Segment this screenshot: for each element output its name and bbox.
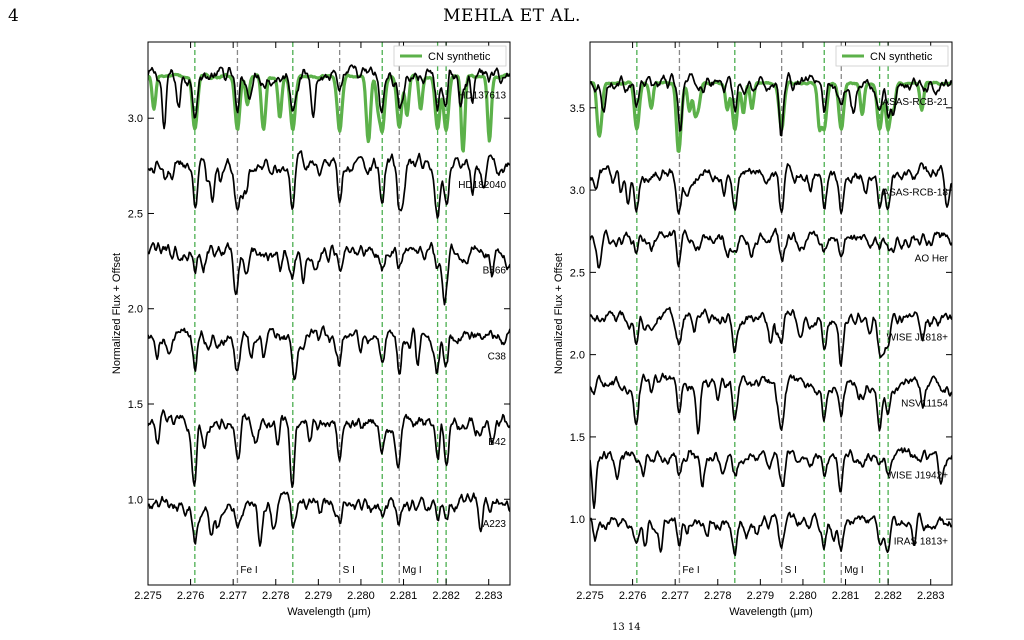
- x-tick-label: 2.275: [576, 590, 604, 602]
- x-tick-label: 2.280: [789, 590, 817, 602]
- x-axis-label: Wavelength (μm): [287, 606, 371, 618]
- x-tick-label: 2.283: [917, 590, 945, 602]
- x-tick-label: 2.276: [619, 590, 647, 602]
- spectrum-line: [590, 447, 952, 510]
- spectrum-line: [148, 150, 510, 219]
- spectrum-panel-1: Fe I S I Mg I HD137613 HD182040 B566 C38 B42 A22…: [111, 41, 511, 618]
- running-head: MEHLA ET AL.: [443, 6, 581, 26]
- x-tick-label: 2.281: [390, 590, 418, 602]
- x-tick-label: 2.281: [832, 590, 860, 602]
- page-header: 4 MEHLA ET AL.: [0, 0, 1024, 40]
- series-label: AO Her: [915, 253, 949, 264]
- y-tick-label: 2.0: [570, 350, 585, 362]
- x-tick-label: 2.278: [262, 590, 290, 602]
- spectrum-line: [590, 72, 952, 137]
- series-label: A223: [483, 519, 507, 530]
- series-label: C38: [488, 351, 507, 362]
- legend-label: CN synthetic: [428, 51, 491, 63]
- x-tick-label: 2.275: [134, 590, 162, 602]
- caption-fragment: 13 14: [612, 622, 641, 633]
- x-tick-label: 2.282: [874, 590, 902, 602]
- plot-frame: [589, 41, 953, 586]
- page-number: 4: [8, 6, 19, 26]
- legend: CN synthetic: [835, 45, 949, 67]
- x-tick-label: 2.277: [219, 590, 247, 602]
- spectrum-line: [148, 64, 510, 130]
- spectrum-line: [590, 162, 952, 215]
- series-label: WISE J1942+: [887, 471, 949, 482]
- line-marker-label: S I: [785, 565, 797, 576]
- series-label: IRAS 1813+: [894, 536, 948, 547]
- line-marker-label: Mg I: [402, 565, 421, 576]
- x-axis-label: Wavelength (μm): [729, 606, 813, 618]
- series-label: B566: [483, 266, 507, 277]
- series-label: ASAS-RCB-21: [882, 97, 948, 108]
- x-tick-label: 2.283: [475, 590, 503, 602]
- x-tick-label: 2.279: [305, 590, 333, 602]
- x-tick-label: 2.278: [704, 590, 732, 602]
- plot-frame: [147, 41, 511, 586]
- line-marker-label: S I: [343, 565, 355, 576]
- spectrum-line: [148, 409, 510, 489]
- spectrum-line: [148, 491, 510, 547]
- series-label: HD182040: [458, 180, 506, 191]
- spectrum-panel-2: Fe I S I Mg I ASAS-RCB-21 ASAS-RCB-18 AO Her W…: [553, 41, 953, 618]
- spectrum-line: [590, 511, 952, 557]
- y-tick-label: 2.5: [128, 208, 143, 220]
- series-label: HD137613: [458, 90, 506, 101]
- spectrum-line: [590, 306, 952, 367]
- spectrum-line: [148, 241, 510, 306]
- y-tick-label: 1.5: [128, 399, 143, 411]
- spectrum-line: [590, 227, 952, 269]
- y-tick-label: 3.0: [570, 185, 585, 197]
- y-tick-label: 3.5: [570, 103, 585, 115]
- spectrum-line: [148, 325, 510, 381]
- y-tick-label: 2.5: [570, 267, 585, 279]
- spectrum-line: [590, 372, 952, 435]
- y-tick-label: 3.0: [128, 113, 143, 125]
- x-tick-label: 2.277: [661, 590, 689, 602]
- line-marker-label: Mg I: [844, 565, 863, 576]
- x-tick-label: 2.279: [747, 590, 775, 602]
- line-marker-label: Fe I: [682, 565, 699, 576]
- series-label: WISE J1818+: [887, 332, 949, 343]
- series-label: B42: [488, 437, 506, 448]
- y-tick-label: 1.0: [570, 514, 585, 526]
- x-tick-label: 2.280: [347, 590, 375, 602]
- y-axis-label: Normalized Flux + Offset: [553, 253, 565, 374]
- x-tick-label: 2.276: [177, 590, 205, 602]
- legend: CN synthetic: [393, 45, 507, 67]
- series-label: ASAS-RCB-18: [882, 188, 948, 199]
- cn-synthetic-line: [148, 72, 510, 153]
- y-axis-label: Normalized Flux + Offset: [111, 253, 123, 374]
- legend-label: CN synthetic: [870, 51, 933, 63]
- y-tick-label: 1.5: [570, 432, 585, 444]
- y-tick-label: 1.0: [128, 494, 143, 506]
- y-tick-label: 2.0: [128, 304, 143, 316]
- series-label: NSV11154: [901, 398, 948, 409]
- x-tick-label: 2.282: [432, 590, 460, 602]
- line-marker-label: Fe I: [240, 565, 257, 576]
